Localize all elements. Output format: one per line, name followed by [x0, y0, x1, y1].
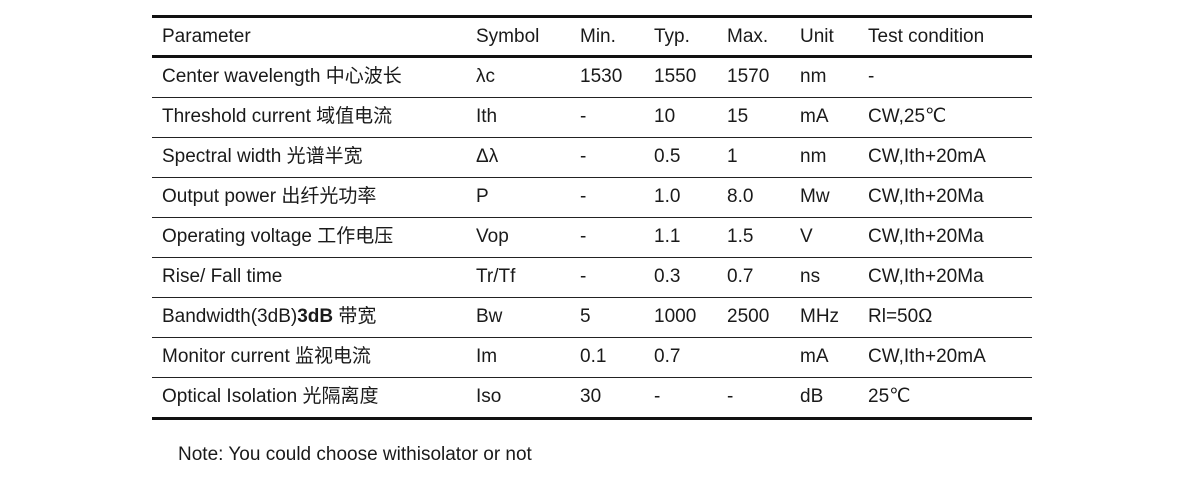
cell-min: -	[580, 186, 587, 207]
cell-parameter: Rise/ Fall time	[162, 266, 283, 287]
table-row: Monitor current 监视电流 Im 0.1 0.7 mA CW,Ith+20m…	[152, 338, 1032, 378]
cell-typ: 1.0	[654, 186, 681, 207]
note-text: Note: You could choose withisolator or n…	[178, 444, 532, 465]
table-row: Rise/ Fall time Tr/Tf - 0.3 0.7 ns CW,Ith+20Ma	[152, 258, 1032, 298]
cell-typ: 1.1	[654, 226, 681, 247]
table-header: Parameter Symbol Min. Typ. Max. Unit Tes…	[152, 15, 1032, 58]
cell-parameter: Spectral width 光谱半宽	[162, 146, 363, 167]
cell-parameter-part: 带宽	[333, 306, 377, 327]
table-row: Threshold current 域值电流 Ith - 10 15 mA CW,25℃	[152, 98, 1032, 138]
cell-max: 8.0	[727, 186, 754, 207]
cell-min: -	[580, 226, 587, 247]
cell-min: -	[580, 146, 587, 167]
cell-parameter: Threshold current 域值电流	[162, 106, 393, 127]
cell-unit: MHz	[800, 306, 840, 327]
cell-test: CW,Ith+20Ma	[868, 226, 984, 247]
cell-min: 0.1	[580, 346, 607, 367]
cell-parameter: Monitor current 监视电流	[162, 346, 372, 367]
cell-parameter-part: Bandwidth(3dB)	[162, 306, 298, 327]
cell-symbol: Iso	[476, 386, 502, 407]
header-parameter: Parameter	[162, 26, 251, 47]
cell-unit: nm	[800, 146, 827, 167]
cell-symbol: Δλ	[476, 146, 499, 167]
cell-parameter: Optical Isolation 光隔离度	[162, 386, 379, 407]
cell-max: 1570	[727, 66, 770, 87]
cell-typ: 10	[654, 106, 676, 127]
cell-symbol: Tr/Tf	[476, 266, 516, 287]
cell-parameter: Operating voltage 工作电压	[162, 226, 394, 247]
spec-table: Parameter Symbol Min. Typ. Max. Unit Tes…	[152, 15, 1032, 420]
table-row: Optical Isolation 光隔离度 Iso 30 - - dB 25℃	[152, 378, 1032, 420]
cell-max: 15	[727, 106, 749, 127]
header-typ: Typ.	[654, 26, 690, 47]
cell-test: CW,Ith+20Ma	[868, 186, 984, 207]
cell-unit: mA	[800, 106, 829, 127]
cell-test: -	[868, 66, 875, 87]
cell-unit: ns	[800, 266, 821, 287]
header-unit: Unit	[800, 26, 834, 47]
cell-typ: 0.5	[654, 146, 681, 167]
cell-parameter: Bandwidth(3dB)3dB 带宽	[162, 298, 376, 336]
cell-test: CW,Ith+20mA	[868, 146, 986, 167]
cell-symbol: P	[476, 186, 489, 207]
header-max: Max.	[727, 26, 769, 47]
cell-symbol: Im	[476, 346, 498, 367]
header-symbol: Symbol	[476, 26, 540, 47]
cell-unit: mA	[800, 346, 829, 367]
cell-min: 1530	[580, 66, 623, 87]
cell-symbol: Bw	[476, 306, 503, 327]
cell-symbol: Vop	[476, 226, 509, 247]
cell-max: 2500	[727, 306, 770, 327]
cell-test: CW,Ith+20Ma	[868, 266, 984, 287]
cell-min: -	[580, 266, 587, 287]
cell-unit: dB	[800, 386, 824, 407]
cell-unit: nm	[800, 66, 827, 87]
cell-test: Rl=50Ω	[868, 306, 933, 327]
cell-test: 25℃	[868, 386, 911, 407]
cell-max: -	[727, 386, 734, 407]
cell-max: 1	[727, 146, 738, 167]
cell-symbol: λc	[476, 66, 495, 87]
header-min: Min.	[580, 26, 616, 47]
cell-typ: 0.3	[654, 266, 681, 287]
cell-min: 30	[580, 386, 602, 407]
cell-unit: V	[800, 226, 813, 247]
cell-typ: -	[654, 386, 661, 407]
cell-min: 5	[580, 306, 591, 327]
cell-typ: 1000	[654, 306, 697, 327]
table-row: Output power 出纤光功率 P - 1.0 8.0 Mw CW,Ith+20Ma	[152, 178, 1032, 218]
cell-unit: Mw	[800, 186, 830, 207]
table-row: Bandwidth(3dB)3dB 带宽 Bw 5 1000 2500 MHz Rl=50Ω	[152, 298, 1032, 338]
cell-typ: 0.7	[654, 346, 681, 367]
table-row: Operating voltage 工作电压 Vop - 1.1 1.5 V CW,Ith+…	[152, 218, 1032, 258]
cell-max: 0.7	[727, 266, 754, 287]
cell-typ: 1550	[654, 66, 697, 87]
cell-parameter-part: 3dB	[297, 306, 334, 327]
cell-test: CW,Ith+20mA	[868, 346, 986, 367]
header-test-condition: Test condition	[868, 26, 985, 47]
table-row: Center wavelength 中心波长 λc 1530 1550 1570 nm -	[152, 58, 1032, 98]
cell-parameter: Output power 出纤光功率	[162, 186, 377, 207]
cell-min: -	[580, 106, 587, 127]
cell-parameter: Center wavelength 中心波长	[162, 66, 402, 87]
table-row: Spectral width 光谱半宽 Δλ - 0.5 1 nm CW,Ith+20mA	[152, 138, 1032, 178]
cell-symbol: Ith	[476, 106, 498, 127]
cell-max: 1.5	[727, 226, 754, 247]
cell-test: CW,25℃	[868, 106, 947, 127]
